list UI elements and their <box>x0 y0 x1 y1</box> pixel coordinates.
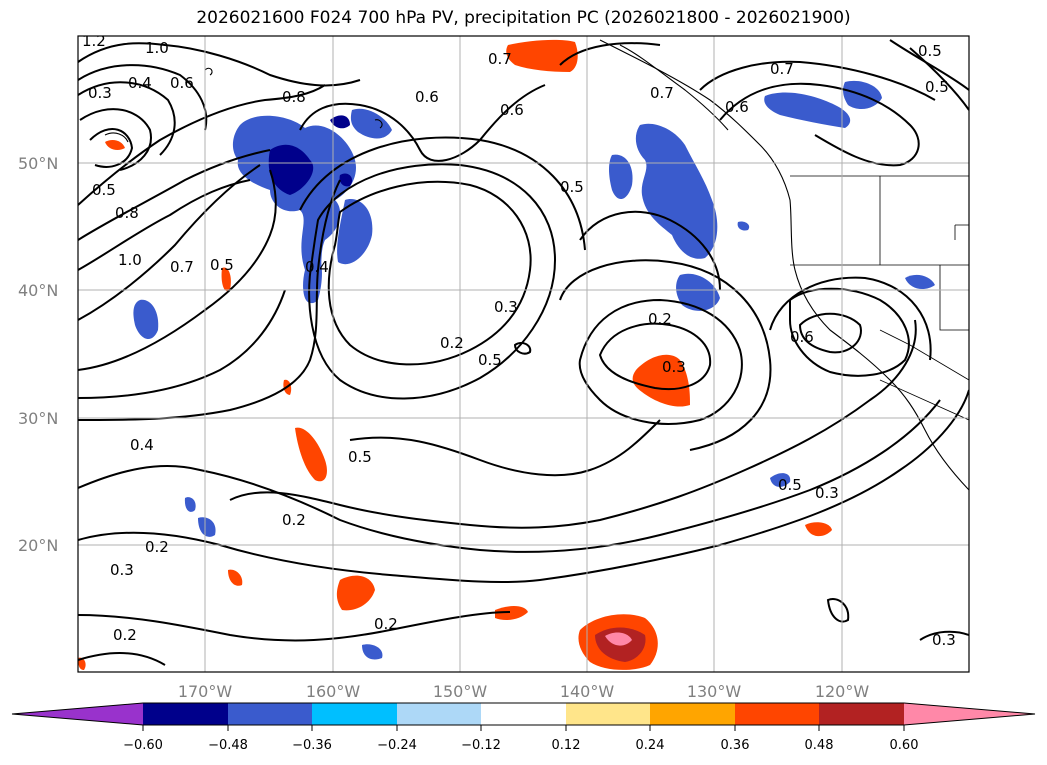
contour-label: 0.4 <box>130 436 154 454</box>
contour-label: 0.4 <box>305 258 329 276</box>
longitude-label: 120°W <box>815 682 870 701</box>
colorbar-bin <box>650 703 735 725</box>
contour-label: 0.5 <box>925 78 949 96</box>
contour-label: 0.6 <box>500 101 524 119</box>
colorbar-tick-label: −0.24 <box>377 738 417 753</box>
colorbar-tick-label: −0.12 <box>461 738 501 753</box>
contour-label: 0.3 <box>815 484 839 502</box>
contour-label: 1.0 <box>145 39 169 57</box>
contour-label: 0.4 <box>128 74 152 92</box>
colorbar-bin <box>481 703 566 725</box>
longitude-label: 140°W <box>560 682 615 701</box>
contour-label: 0.5 <box>92 181 116 199</box>
contour-label: 0.2 <box>648 310 672 328</box>
contour-label: 0.5 <box>348 448 372 466</box>
colorbar-bin <box>228 703 312 725</box>
contour-label: 0.5 <box>478 351 502 369</box>
longitude-label: 130°W <box>687 682 742 701</box>
contour-label: 0.6 <box>415 88 439 106</box>
colorbar-bin <box>819 703 904 725</box>
contour-label: 0.5 <box>210 256 234 274</box>
contour-label: 0.3 <box>662 358 686 376</box>
colorbar-bin <box>566 703 650 725</box>
gridlines <box>78 36 969 672</box>
contour-label: 0.7 <box>650 84 674 102</box>
colorbar-bin <box>143 703 228 725</box>
latitude-label: 30°N <box>18 409 58 428</box>
contour-label: 0.6 <box>725 98 749 116</box>
latitude-label: 20°N <box>18 536 58 555</box>
colorbar-tick-label: 0.48 <box>805 738 834 753</box>
contour-label: 0.3 <box>932 631 956 649</box>
contour-label: 0.8 <box>115 204 139 222</box>
colorbar-tick-label: 0.36 <box>721 738 750 753</box>
colorbar-tick-label: 0.24 <box>636 738 665 753</box>
colorbar-tick-label: −0.36 <box>292 738 332 753</box>
contour-label: 0.8 <box>282 88 306 106</box>
contour-label: 0.7 <box>488 50 512 68</box>
map-frame <box>77 35 970 673</box>
colorbar-extend-high <box>904 703 1035 725</box>
colorbar-bin <box>735 703 819 725</box>
contour-label: 0.2 <box>145 538 169 556</box>
contour-label: 0.5 <box>918 42 942 60</box>
contour-label: 1.0 <box>118 251 142 269</box>
contour-label: 0.2 <box>440 334 464 352</box>
longitude-label: 160°W <box>306 682 361 701</box>
latitude-label: 40°N <box>18 281 58 300</box>
contour-label: 0.2 <box>113 626 137 644</box>
colorbar-tick-label: 0.12 <box>552 738 581 753</box>
contour-label: 1.2 <box>82 32 106 50</box>
political-borders <box>790 175 969 421</box>
colorbar-tick-label: −0.48 <box>208 738 248 753</box>
longitude-label: 150°W <box>433 682 488 701</box>
contour-label: 0.3 <box>110 561 134 579</box>
latitude-label: 50°N <box>18 154 58 173</box>
contour-label: 0.6 <box>170 74 194 92</box>
contour-label: 0.6 <box>790 328 814 346</box>
contour-label: 0.7 <box>170 258 194 276</box>
colorbar-tick-label: −0.60 <box>123 738 163 753</box>
colorbar-tick-label: 0.60 <box>890 738 919 753</box>
contour-label: 0.2 <box>374 615 398 633</box>
page-title: 2026021600 F024 700 hPa PV, precipitatio… <box>196 8 851 28</box>
contour-label: 0.2 <box>282 511 306 529</box>
contour-label-group: 1.2 1.0 0.3 0.4 0.6 0.5 0.8 1.0 0.7 0.5 … <box>82 32 956 649</box>
longitude-label: 170°W <box>178 682 233 701</box>
contour-label: 0.3 <box>494 298 518 316</box>
contour-label: 0.7 <box>770 60 794 78</box>
colorbar-bin <box>312 703 397 725</box>
colorbar-extend-low <box>12 703 143 725</box>
coastlines <box>104 39 969 491</box>
pv-contours <box>78 39 969 666</box>
contour-label: 0.3 <box>88 84 112 102</box>
contour-label: 0.5 <box>560 178 584 196</box>
colorbar-bin <box>397 703 481 725</box>
contour-label: 0.5 <box>778 476 802 494</box>
colorbar: −0.60 −0.48 −0.36 −0.24 −0.12 0.12 0.24 … <box>11 702 1036 753</box>
